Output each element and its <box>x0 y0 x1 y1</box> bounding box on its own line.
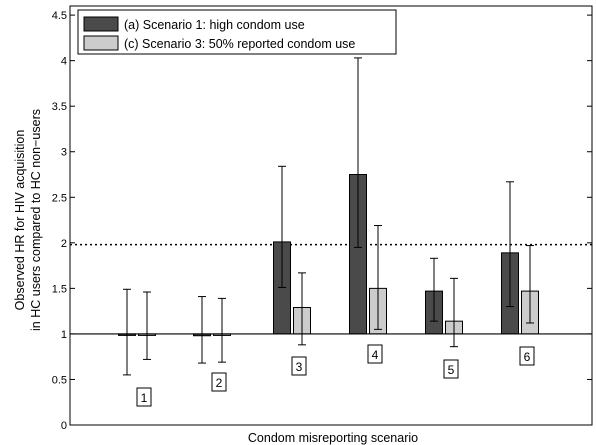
category-label-box: 6 <box>519 346 535 366</box>
category-box <box>291 356 307 376</box>
category-label-box: 1 <box>136 387 152 407</box>
category-label-box: 5 <box>443 359 459 379</box>
legend-swatch <box>83 16 119 32</box>
category-label: 4 <box>372 348 379 362</box>
y-tick-label: 0.5 <box>52 374 67 386</box>
category-label-box: 3 <box>291 356 307 376</box>
y-tick-label: 4.5 <box>52 10 67 22</box>
y-tick-label: 2.5 <box>52 192 67 204</box>
category-box <box>443 359 459 379</box>
plot-area: 0 0.5 1 1.5 2 2.5 3 3.5 4 4.5 1 2 3 4 5 6 <box>52 5 593 432</box>
legend: (a) Scenario 1: high condom use (c) Scena… <box>77 9 397 55</box>
legend-box <box>77 9 397 55</box>
y-tick-label: 2 <box>61 238 67 250</box>
category-label: 5 <box>448 363 455 377</box>
y-tick-label: 0 <box>61 420 67 432</box>
legend-swatch <box>83 35 119 51</box>
category-label: 3 <box>296 360 303 374</box>
y-axis-label-line-2: in HC users compared to HC non−users <box>29 109 43 331</box>
category-box <box>519 346 535 366</box>
y-tick-label: 1.5 <box>52 283 67 295</box>
category-label: 1 <box>141 391 148 405</box>
x-axis-label: Condom misreporting scenario <box>248 431 418 445</box>
y-tick-label: 3 <box>61 147 67 159</box>
y-axis-label-line-1: Observed HR for HIV acquisition <box>13 130 27 311</box>
category-box <box>367 344 383 364</box>
category-label-box: 2 <box>211 372 227 392</box>
y-tick-label: 4 <box>61 56 67 68</box>
y-tick-label: 1 <box>61 329 67 341</box>
category-label-box: 4 <box>367 344 383 364</box>
category-box <box>211 372 227 392</box>
y-tick-label: 3.5 <box>52 101 67 113</box>
category-label: 2 <box>216 376 223 390</box>
legend-entry: (c) Scenario 3: 50% reported condom use <box>124 37 355 51</box>
category-box <box>136 387 152 407</box>
axes-frame <box>69 5 593 426</box>
category-label: 6 <box>524 350 531 364</box>
legend-entry: (a) Scenario 1: high condom use <box>124 18 305 32</box>
